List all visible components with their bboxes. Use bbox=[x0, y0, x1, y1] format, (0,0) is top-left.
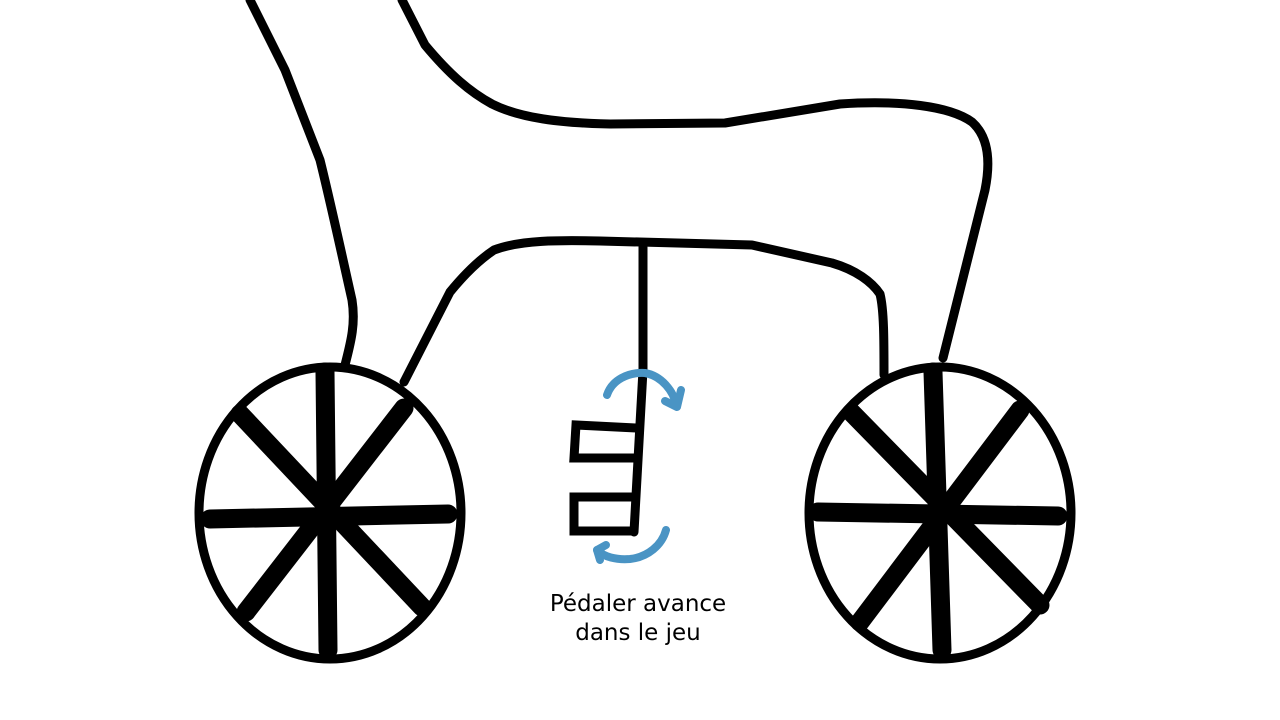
right-wheel-spokes bbox=[808, 362, 1068, 660]
pedal-icon bbox=[569, 420, 638, 536]
rotation-arrow-icon bbox=[593, 368, 685, 564]
caption: Pédaler avance dans le jeu bbox=[488, 590, 788, 648]
wheel-icon bbox=[804, 362, 1076, 664]
upper-rotation-arrow bbox=[603, 368, 680, 409]
upper-arrow-head bbox=[661, 386, 685, 411]
caption-line-2: dans le jeu bbox=[575, 620, 701, 646]
bike-frame bbox=[245, 0, 993, 537]
frame-top-curve bbox=[397, 0, 993, 363]
pedal-lower-step bbox=[569, 492, 633, 536]
pedal-upper-step bbox=[569, 420, 638, 463]
pedal-stem bbox=[629, 242, 648, 537]
left-wheel-spokes bbox=[200, 362, 458, 660]
caption-line-1: Pédaler avance bbox=[549, 591, 727, 617]
lower-arrow-head bbox=[593, 541, 610, 564]
wheel-icon bbox=[194, 362, 466, 664]
lower-rotation-arrow bbox=[593, 526, 670, 564]
frame-left-leg bbox=[245, 0, 358, 370]
frame-inner-arch bbox=[399, 236, 889, 387]
